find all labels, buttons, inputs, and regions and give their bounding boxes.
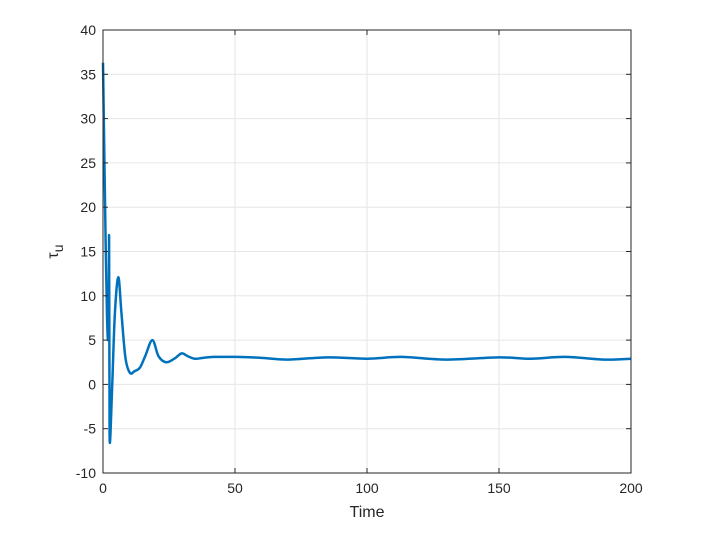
y-tick-label: -5 [84,421,97,437]
ticks: 0 50 100 150 200 -10 -5 0 5 10 15 20 25 30 35 40 [76,22,643,496]
y-tick-label: 20 [80,199,96,215]
y-tick-label: 10 [80,288,96,304]
y-tick-label: 40 [80,22,96,38]
y-tick-label: -10 [76,465,96,481]
x-tick-label: 50 [227,480,243,496]
x-tick-label: 0 [99,480,107,496]
series-layer [101,62,632,445]
x-tick-label: 200 [619,480,643,496]
y-tick-label: 15 [80,244,96,260]
x-axis-label: Time [350,504,385,521]
y-axis-label-main: τ [45,252,62,259]
y-axis-label-sub: u [50,244,66,252]
y-tick-label: 5 [88,332,96,348]
y-axis-label: τu [45,244,66,258]
y-tick-label: 25 [80,155,96,171]
y-tick-label: 30 [80,111,96,127]
series-line-0 [101,62,632,445]
y-tick-label: 0 [88,376,96,392]
x-tick-label: 100 [355,480,379,496]
grid [102,29,632,474]
x-tick-label: 150 [487,480,511,496]
y-tick-label: 35 [80,66,96,82]
